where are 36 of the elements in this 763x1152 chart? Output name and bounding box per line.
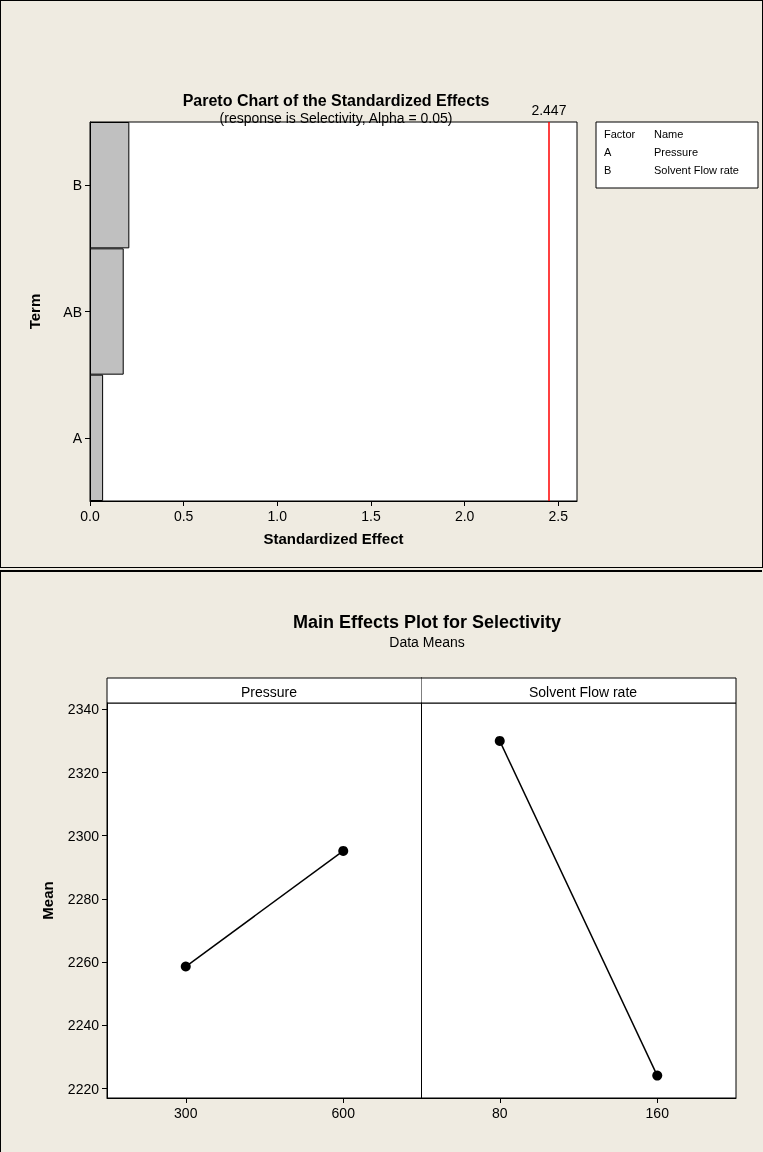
x-tick-label: 300 [174,1105,198,1121]
y-tick-label: 2320 [67,764,100,781]
y-tick-label: A [72,429,83,446]
chart-subtitle: Data Means [389,634,465,650]
text: Name [654,127,684,140]
y-tick-label: 2240 [67,1017,100,1034]
y-tick-label: 2280 [67,890,100,907]
chart-subtitle: (response is Selectivity, Alpha = 0.05) [219,110,453,126]
y-tick-label: 2300 [67,827,100,844]
x-axis-title: Pressure [240,684,298,700]
text: Solvent Flow rate [654,163,739,176]
text: Pressure [654,145,699,158]
x-tick-label: 80 [491,1105,508,1121]
x-axis-title: Standardized Effect [263,530,404,547]
y-tick-label: 2220 [67,1080,100,1097]
x-tick-label: 2.0 [454,508,475,524]
y-tick-label: B [72,177,82,194]
text: A [604,145,612,158]
x-tick-label: 1.0 [267,508,288,524]
x-axis-title: Solvent Flow rate [528,684,638,700]
y-tick-label: 2340 [67,701,100,718]
x-tick-label: 600 [331,1105,356,1121]
x-tick-label: 0.5 [173,508,194,524]
ref-line-label: 2.447 [531,102,567,118]
text: Factor [604,127,636,140]
chart-title: Main Effects Plot for Selectivity [292,612,562,632]
text: B [604,163,612,176]
y-axis-title: Term [26,293,43,330]
x-tick-label: 160 [645,1105,670,1121]
x-tick-label: 2.5 [548,508,569,524]
x-tick-label: 0.0 [80,508,100,524]
x-tick-label: 1.5 [361,508,381,524]
y-tick-label: 2260 [67,954,100,971]
y-axis-title: Mean [39,881,56,920]
chart-title: Pareto Chart of the Standardized Effects [182,91,490,109]
y-tick-label: AB [63,303,82,320]
